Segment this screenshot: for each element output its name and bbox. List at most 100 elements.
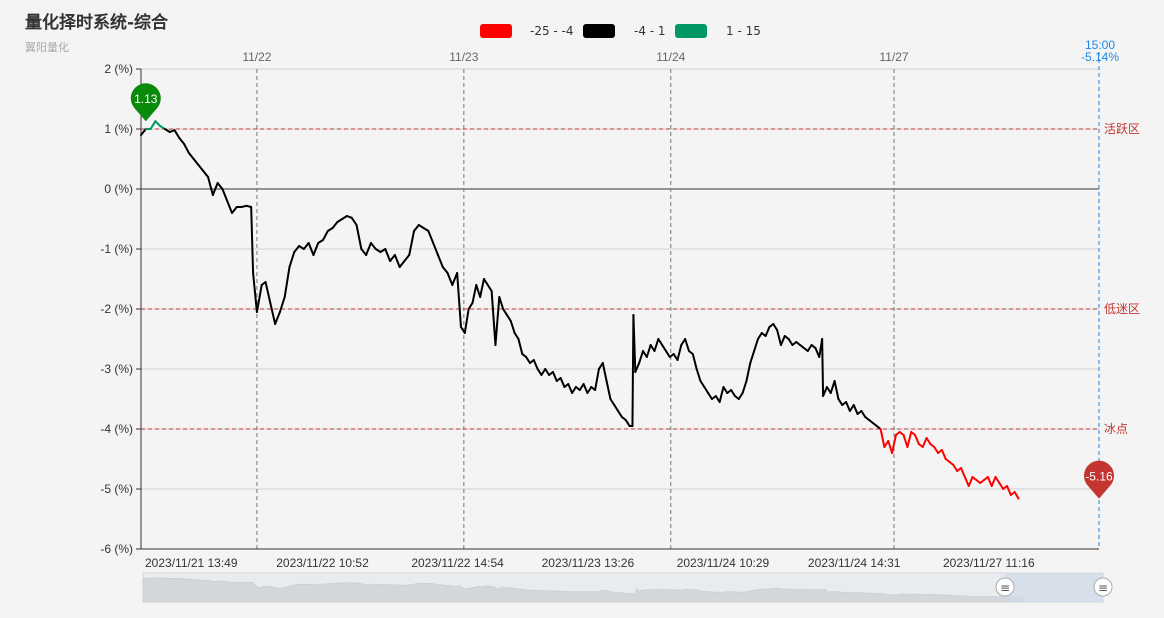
series-segment	[441, 266, 449, 274]
series-segment	[322, 230, 329, 241]
legend-swatch-red	[480, 24, 512, 38]
series-segment	[494, 296, 501, 346]
series-segment	[586, 386, 593, 394]
series-segment	[684, 338, 690, 352]
series-segment	[806, 344, 813, 352]
series-segment	[471, 284, 478, 304]
legend: -25 - -4 -4 - 1 1 - 15	[480, 24, 761, 38]
series-segment	[293, 245, 301, 253]
series-segment	[509, 320, 516, 334]
last-value-pin-shape	[1084, 460, 1114, 499]
series-segment	[436, 254, 444, 268]
series-segment	[307, 242, 315, 256]
series-segment	[891, 434, 897, 454]
y-tick-labels: 2 (%) 1 (%) 0 (%) -1 (%) -2 (%) -3 (%) -4 (%) -…	[100, 62, 133, 556]
legend-item-green[interactable]: 1 - 15	[675, 24, 761, 38]
series-segment	[567, 383, 574, 394]
series-segment	[617, 410, 623, 418]
slider-start-handle[interactable]: ≡	[995, 577, 1015, 597]
series-segment	[350, 216, 358, 226]
current-value-label: -5.14%	[1081, 50, 1119, 64]
series-segment	[413, 224, 420, 232]
max-value-pin: 1.13	[130, 83, 161, 122]
chart-subtitle: 翼阳量化	[25, 40, 69, 54]
series-segment	[467, 302, 474, 310]
series-segment	[183, 143, 190, 154]
series-segment	[933, 446, 940, 454]
slider-selected-window[interactable]	[1005, 573, 1103, 602]
series-segment	[532, 359, 539, 370]
series-segment	[544, 368, 551, 376]
series-segment	[638, 350, 644, 364]
series-segment	[772, 323, 779, 331]
series-segment	[252, 272, 258, 313]
series-segment	[695, 368, 702, 382]
series-segment	[149, 120, 157, 130]
series-segment	[513, 332, 520, 340]
series-segment	[664, 350, 671, 358]
data-zoom-slider[interactable]: ≡ ≡	[142, 572, 1113, 603]
x-tick-label: 2023/11/24 14:31	[808, 556, 901, 570]
series-segment	[490, 290, 497, 346]
x-tick-label: 2023/11/27 11:16	[943, 556, 1035, 570]
series-segment	[776, 329, 782, 346]
series-segment	[154, 120, 162, 127]
series-segment	[355, 224, 363, 250]
series-segment	[211, 182, 219, 196]
series-segment	[624, 419, 631, 427]
series-segment	[486, 284, 493, 292]
series-segment	[833, 380, 840, 400]
y-tick-label: -1 (%)	[100, 242, 133, 256]
series-segment	[365, 242, 372, 256]
series-segment	[657, 338, 664, 346]
slider-end-handle-knob[interactable]	[1093, 577, 1113, 597]
legend-item-red[interactable]: -25 - -4	[480, 24, 574, 38]
legend-label-red: -25 - -4	[530, 24, 574, 38]
slider-end-handle[interactable]: ≡	[1093, 577, 1113, 597]
legend-label-black: -4 - 1	[634, 24, 666, 38]
series-segment	[952, 464, 959, 472]
series-segment	[986, 476, 993, 487]
series-segment	[601, 362, 608, 382]
series-segment	[178, 137, 186, 145]
legend-label-green: 1 - 15	[726, 24, 761, 38]
chart-title: 量化择时系统-综合	[25, 12, 169, 33]
x-tick-label: 2023/11/24 10:29	[677, 556, 770, 570]
series-segment	[718, 386, 725, 403]
x-tick-label: 2023/11/22 10:52	[276, 556, 369, 570]
series-segment	[482, 278, 489, 286]
series-segment	[634, 362, 641, 373]
series-segment	[925, 437, 932, 445]
last-value-pin: -5.16	[1084, 460, 1114, 499]
series-segment	[749, 350, 756, 364]
series-segment	[645, 344, 652, 358]
series-segment	[540, 368, 547, 376]
series-segment	[730, 389, 736, 397]
series-segment	[703, 386, 710, 394]
legend-item-black[interactable]: -4 - 1	[583, 24, 666, 38]
slider-start-grip-icon: ≡	[1000, 581, 1010, 595]
series-segment	[609, 398, 616, 406]
series-segment	[283, 266, 291, 298]
series-segment	[360, 248, 368, 256]
y-tick-label: 2 (%)	[104, 62, 133, 76]
series-segment	[173, 129, 181, 139]
series-segment	[707, 392, 713, 400]
series-segment	[1006, 485, 1012, 496]
x-tick-label: 2023/11/23 13:26	[542, 556, 635, 570]
slider-end-grip-icon: ≡	[1098, 581, 1108, 595]
slider-start-handle-knob[interactable]	[995, 577, 1015, 597]
series-segment	[753, 338, 759, 352]
series-segment	[456, 272, 462, 328]
series-segment	[288, 251, 296, 268]
series-segment	[998, 482, 1005, 490]
series-segment	[479, 278, 485, 298]
series-segment	[764, 326, 771, 337]
last-value-pin-label: -5.16	[1085, 470, 1113, 484]
series-segment	[676, 344, 683, 361]
series-segment	[517, 338, 524, 355]
x-tick-label: 2023/11/21 13:49	[145, 556, 238, 570]
series-segment	[1013, 491, 1020, 500]
series-segment	[202, 170, 210, 178]
